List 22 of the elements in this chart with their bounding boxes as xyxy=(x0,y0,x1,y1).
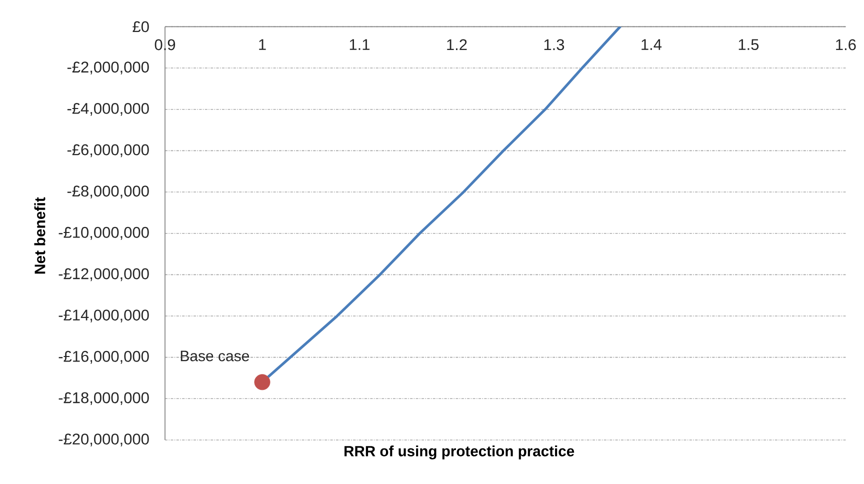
y-tick-label: -£8,000,000 xyxy=(67,186,149,198)
x-tick-label: 1 xyxy=(259,39,266,50)
y-tick-label: -£18,000,000 xyxy=(58,392,149,406)
y-tick-label: £0 xyxy=(132,21,149,32)
x-axis-title: RRR of using protection practice xyxy=(344,446,574,460)
y-tick-label: -£2,000,000 xyxy=(67,62,149,74)
x-tick-label: 0.9 xyxy=(154,39,176,50)
annotation: Base case xyxy=(180,350,250,362)
x-tick-label: 1.4 xyxy=(642,39,662,50)
y-tick-label: -£10,000,000 xyxy=(58,226,149,240)
y-tick-label: -£16,000,000 xyxy=(58,350,149,364)
y-tick-label: -£6,000,000 xyxy=(67,144,149,158)
y-axis-title: Net benefit xyxy=(34,197,46,274)
y-tick-label: -£20,000,000 xyxy=(58,434,149,446)
x-tick-label: 1.2 xyxy=(447,39,467,50)
y-tick-label: -£12,000,000 xyxy=(58,268,149,282)
x-tick-label: 1.1 xyxy=(350,39,370,50)
y-tick-label: -£14,000,000 xyxy=(58,310,149,322)
x-tick-label: 1.5 xyxy=(738,39,759,50)
y-tick-label: -£4,000,000 xyxy=(67,102,149,116)
x-tick-label: 1.3 xyxy=(544,39,564,50)
x-tick-label: 1.6 xyxy=(836,39,856,50)
